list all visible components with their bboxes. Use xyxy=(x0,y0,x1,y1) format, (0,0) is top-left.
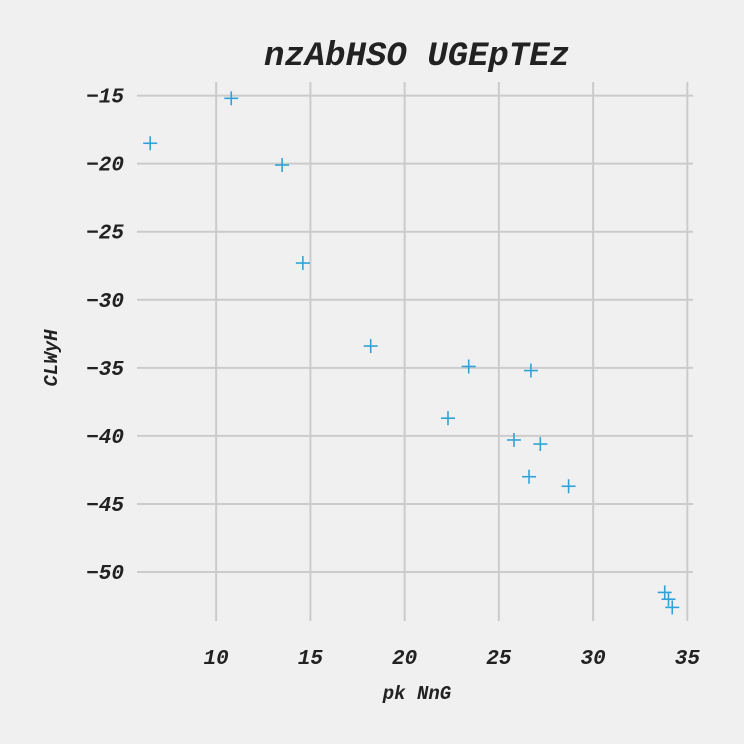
y-tick-label: −15 xyxy=(86,87,124,110)
y-tick-label: −25 xyxy=(86,223,124,246)
data-point xyxy=(661,592,676,607)
x-tick-label: 15 xyxy=(298,648,324,671)
data-point xyxy=(533,437,548,452)
data-point xyxy=(665,600,680,615)
y-tick-label: −40 xyxy=(86,427,124,450)
data-point xyxy=(523,363,538,378)
y-tick-label: −35 xyxy=(86,359,124,382)
data-points xyxy=(143,91,680,615)
x-tick-label: 10 xyxy=(204,648,229,671)
y-tick-label: −50 xyxy=(86,563,124,586)
data-point xyxy=(461,359,476,374)
data-point xyxy=(363,339,378,354)
x-tick-label: 35 xyxy=(675,648,701,671)
y-tick-labels: −15 −20 −25 −30 −35 −40 −45 −50 xyxy=(86,87,124,586)
chart-title: nzAbHSO UGEpTEz xyxy=(264,38,570,76)
y-tick-label: −45 xyxy=(86,495,124,518)
data-point xyxy=(561,479,576,494)
y-tick-label: −30 xyxy=(86,291,124,314)
grid xyxy=(137,82,693,621)
x-tick-label: 20 xyxy=(392,648,417,671)
data-point xyxy=(295,256,310,271)
data-point xyxy=(440,411,455,426)
x-axis-label: pk NnG xyxy=(382,683,452,705)
data-point xyxy=(657,585,672,600)
y-axis-label: CLWyH xyxy=(41,329,63,387)
data-point xyxy=(275,158,290,173)
data-point xyxy=(522,469,537,484)
x-tick-label: 30 xyxy=(580,648,605,671)
x-tick-label: 25 xyxy=(486,648,512,671)
data-point xyxy=(506,432,521,447)
data-point xyxy=(224,91,239,106)
data-point xyxy=(143,136,158,151)
x-tick-labels: 10 15 20 25 30 35 xyxy=(204,648,701,671)
y-tick-label: −20 xyxy=(86,155,124,178)
